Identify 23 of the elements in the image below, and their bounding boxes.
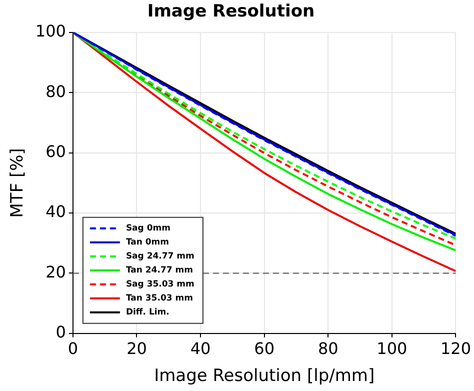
y-tick-label: 20 [46, 262, 66, 282]
y-tick-label: 0 [56, 322, 66, 342]
x-tick-label: 100 [376, 339, 408, 358]
x-tick-label: 80 [318, 339, 338, 358]
x-tick-label: 40 [190, 339, 211, 358]
x-tick-label: 20 [126, 339, 147, 358]
y-tick-label: 40 [46, 202, 66, 222]
y-axis-title: MTF [%] [8, 148, 28, 218]
x-axis-title: Image Resolution [lp/mm] [154, 366, 375, 386]
legend-label: Sag 24.77 mm [126, 252, 195, 262]
x-tick-label: 60 [254, 339, 275, 358]
chart-title: Image Resolution [147, 2, 315, 22]
y-tick-label: 60 [46, 142, 66, 161]
legend-label: Tan 24.77 mm [126, 266, 194, 276]
y-tick-label: 80 [46, 82, 66, 101]
x-tick-label: 0 [68, 339, 78, 358]
legend-label: Tan 35.03 mm [126, 294, 194, 304]
legend-label: Tan 0mm [126, 238, 170, 248]
legend-label: Sag 35.03 mm [126, 280, 195, 290]
legend-label: Diff. Lim. [126, 308, 170, 318]
legend-label: Sag 0mm [126, 224, 171, 234]
x-tick-label: 120 [440, 339, 472, 358]
y-tick-label: 100 [35, 22, 66, 41]
